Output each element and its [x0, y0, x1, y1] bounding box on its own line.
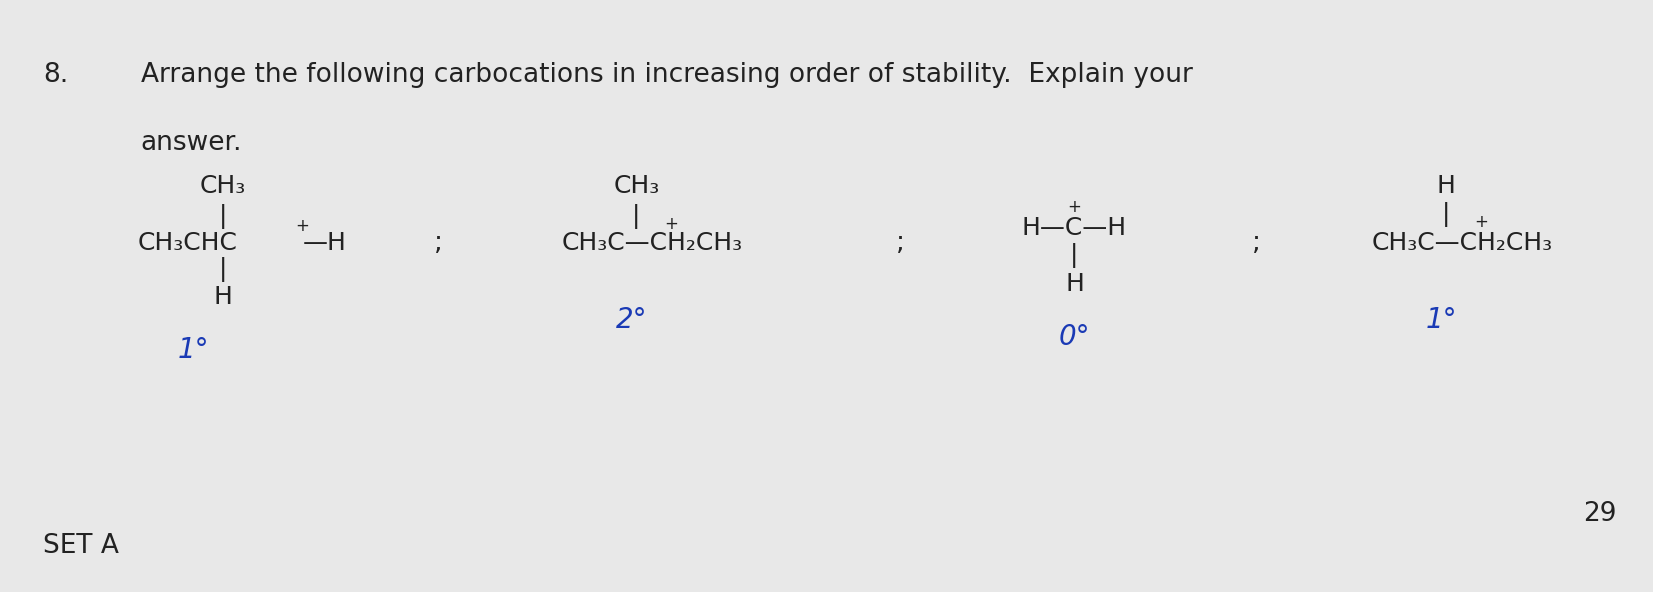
Text: +: + [665, 215, 678, 233]
Text: ;: ; [433, 230, 443, 256]
Text: 1°: 1° [177, 336, 210, 365]
Text: H—C—H: H—C—H [1022, 216, 1127, 240]
Text: H: H [213, 285, 233, 309]
Text: CH₃: CH₃ [200, 175, 246, 198]
Text: SET A: SET A [43, 533, 119, 559]
Text: |: | [1069, 243, 1079, 268]
Text: H: H [1065, 272, 1084, 296]
Text: 0°: 0° [1058, 323, 1091, 352]
Text: +: + [1474, 213, 1488, 231]
Text: 2°: 2° [615, 305, 648, 334]
Text: +: + [1068, 198, 1081, 216]
Text: +: + [296, 217, 309, 235]
Text: CH₃C—CH₂CH₃: CH₃C—CH₂CH₃ [1372, 231, 1554, 255]
Text: ;: ; [1251, 230, 1261, 256]
Text: 8.: 8. [43, 62, 68, 88]
Text: CH₃: CH₃ [613, 175, 660, 198]
Text: answer.: answer. [141, 130, 241, 156]
Text: 29: 29 [1584, 501, 1617, 527]
Text: |: | [218, 257, 228, 282]
Text: |: | [218, 204, 228, 229]
Text: CH₃C—CH₂CH₃: CH₃C—CH₂CH₃ [562, 231, 744, 255]
Text: |: | [1441, 202, 1451, 227]
Text: Arrange the following carbocations in increasing order of stability.  Explain yo: Arrange the following carbocations in in… [141, 62, 1192, 88]
Text: CH₃CHC: CH₃CHC [137, 231, 236, 255]
Text: H: H [1436, 175, 1456, 198]
Text: ;: ; [896, 230, 906, 256]
Text: —H: —H [302, 231, 347, 255]
Text: |: | [631, 204, 641, 229]
Text: 1°: 1° [1425, 305, 1458, 334]
